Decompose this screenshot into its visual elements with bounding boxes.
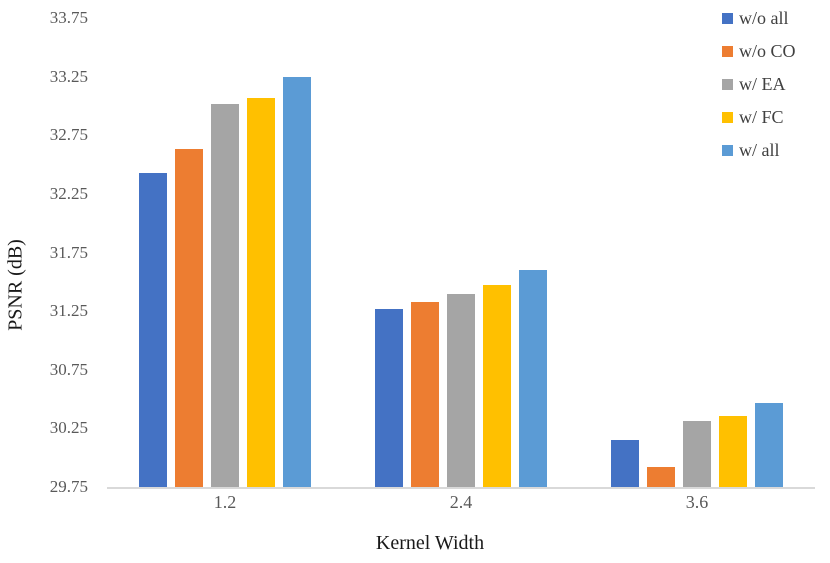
plot-area: [107, 18, 815, 489]
bar-woCO-2.4: [411, 301, 439, 487]
x-tick-label: 1.2: [213, 492, 237, 512]
bar-wall-1.2: [283, 76, 311, 487]
legend-swatch-icon: [722, 46, 733, 57]
y-tick-label: 31.25: [49, 301, 88, 321]
bar-wEA-1.2: [211, 103, 239, 487]
y-tick-label: 30.75: [49, 359, 88, 379]
bar-wFC-1.2: [247, 97, 275, 487]
y-tick-label: 33.25: [49, 66, 88, 86]
legend: w/o all w/o CO w/ EA w/ FC w/ all: [722, 8, 796, 161]
bar-woCO-1.2: [175, 149, 203, 487]
legend-label: w/ EA: [739, 74, 786, 94]
x-tick-label: 2.4: [449, 492, 473, 512]
y-tick-label: 31.75: [49, 242, 88, 262]
x-axis-tick-labels: 1.2 2.4 3.6: [107, 492, 815, 518]
bar-wEA-3.6: [683, 421, 711, 487]
y-tick-label: 32.75: [49, 125, 88, 145]
legend-label: w/ FC: [739, 107, 784, 127]
legend-swatch-icon: [722, 145, 733, 156]
y-tick-label: 32.25: [49, 183, 88, 203]
bar-wall-2.4: [519, 270, 547, 487]
legend-swatch-icon: [722, 79, 733, 90]
x-axis-title: Kernel Width: [375, 532, 485, 554]
bar-woall-1.2: [139, 172, 167, 487]
bar-woCO-3.6: [647, 467, 675, 487]
bar-woall-2.4: [375, 308, 403, 487]
legend-item-wFC: w/ FC: [722, 107, 796, 128]
bar-wFC-2.4: [483, 285, 511, 487]
bar-wall-3.6: [755, 402, 783, 487]
legend-label: w/ all: [739, 140, 780, 160]
legend-swatch-icon: [722, 13, 733, 24]
legend-label: w/o all: [739, 8, 789, 28]
legend-item-wall: w/ all: [722, 140, 796, 161]
legend-item-wEA: w/ EA: [722, 74, 796, 95]
legend-item-woall: w/o all: [722, 8, 796, 29]
bar-woall-3.6: [611, 440, 639, 487]
bar-wFC-3.6: [719, 415, 747, 487]
y-tick-label: 30.25: [49, 418, 88, 438]
y-tick-label: 33.75: [49, 8, 88, 27]
bar-wEA-2.4: [447, 293, 475, 487]
y-axis-tick-labels: 29.75 30.25 30.75 31.25 31.75 32.25 32.75 33.25…: [0, 8, 88, 496]
legend-label: w/o CO: [739, 41, 796, 61]
legend-swatch-icon: [722, 112, 733, 123]
x-tick-label: 3.6: [685, 492, 709, 512]
y-tick-label: 29.75: [49, 477, 88, 496]
legend-item-woCO: w/o CO: [722, 41, 796, 62]
